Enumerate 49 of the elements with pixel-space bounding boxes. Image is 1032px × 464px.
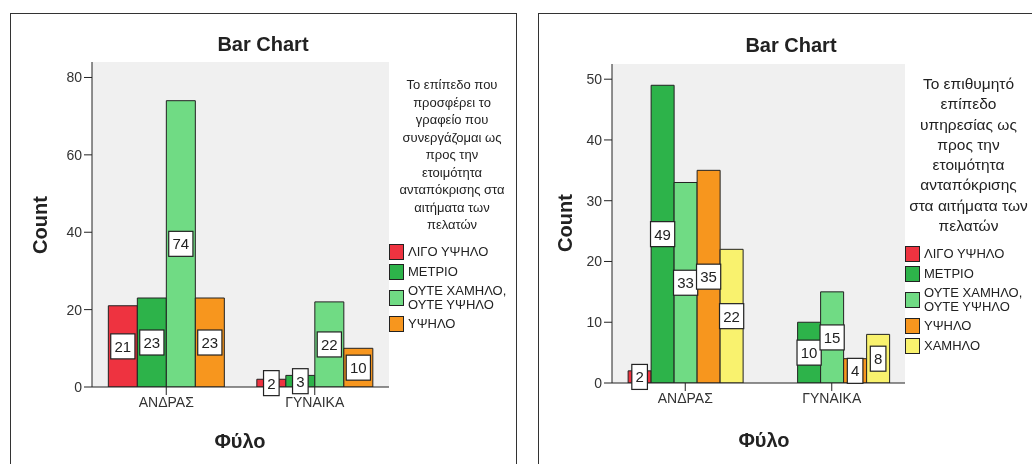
y-tick-label: 30: [586, 192, 603, 209]
data-label: 10: [349, 359, 367, 377]
legend-label: ΥΨΗΛΟ: [924, 318, 972, 334]
x-axis-title: Φύλο: [737, 428, 791, 453]
data-label: 22: [723, 307, 740, 325]
y-tick-label: 60: [66, 146, 83, 163]
x-tick-label: ΓΥΝΑΙΚΑ: [285, 393, 345, 410]
x-tick-label: ΑΝΔΡΑΣ: [657, 389, 714, 406]
legend-label: ΛΙΓΟ ΥΨΗΛΟ: [408, 243, 489, 259]
legend-label: ΧΑΜΗΛΟ: [924, 338, 981, 354]
data-label: 74: [172, 235, 190, 253]
legend-label: ΟΥΤΕ ΧΑΜΗΛΟ, ΟΥΤΕ ΥΨΗΛΟ: [408, 282, 508, 312]
x-tick-label: ΑΝΔΡΑΣ: [138, 393, 195, 410]
data-label: 8: [873, 350, 883, 368]
data-label: 3: [296, 372, 305, 390]
legend-label: ΛΙΓΟ ΥΨΗΛΟ: [924, 246, 1005, 262]
y-tick-label: 0: [594, 374, 603, 391]
text: Το επίπεδο που προσφέρει το γραφείο που συνεργάζομαι ως προς την ετοιμότητα ανταπόκρισης στα αιτήματα των πελατών: [399, 77, 505, 232]
legend-label: ΜΕΤΡΙΟ: [924, 266, 974, 282]
x-axis-title: Φύλο: [213, 429, 267, 454]
y-tick-label: 10: [586, 314, 603, 331]
legend-label: ΟΥΤΕ ΧΑΜΗΛΟ, ΟΥΤΕ ΥΨΗΛΟ: [924, 285, 1024, 315]
x-tick-label: ΓΥΝΑΙΚΑ: [802, 389, 862, 406]
y-tick-label: 80: [66, 69, 83, 86]
data-label: 23: [201, 334, 219, 352]
data-label: 23: [143, 334, 161, 352]
data-label: 2: [635, 368, 644, 386]
data-label: 49: [654, 225, 671, 243]
data-label: 22: [320, 335, 338, 353]
data-label: 35: [700, 268, 717, 286]
data-label: 21: [114, 337, 132, 355]
legend-title: Το επιθυμητό επίπεδο υπηρεσίας ως προς την ετοιμότητα ανταπόκρισης στα αιτήματα των πελατών: [908, 74, 1029, 237]
y-tick-label: 40: [586, 131, 603, 148]
y-tick-label: 50: [586, 71, 603, 88]
y-tick-label: 40: [66, 224, 83, 241]
y-tick-label: 20: [66, 301, 83, 318]
legend-label: ΥΨΗΛΟ: [408, 315, 456, 331]
data-label: 4: [850, 362, 860, 380]
chart-title: Bar Chart: [744, 33, 838, 58]
data-label: 2: [267, 374, 276, 392]
data-label: 15: [823, 328, 841, 346]
y-tick-label: 20: [586, 253, 603, 270]
y-tick-label: 0: [74, 378, 83, 395]
legend-label: ΜΕΤΡΙΟ: [408, 263, 458, 279]
y-axis-title: Count: [28, 195, 52, 256]
y-axis-title: Count: [553, 193, 577, 254]
data-label: 10: [800, 344, 818, 362]
data-label: 33: [677, 274, 694, 292]
chart-title: Bar Chart: [216, 32, 310, 57]
